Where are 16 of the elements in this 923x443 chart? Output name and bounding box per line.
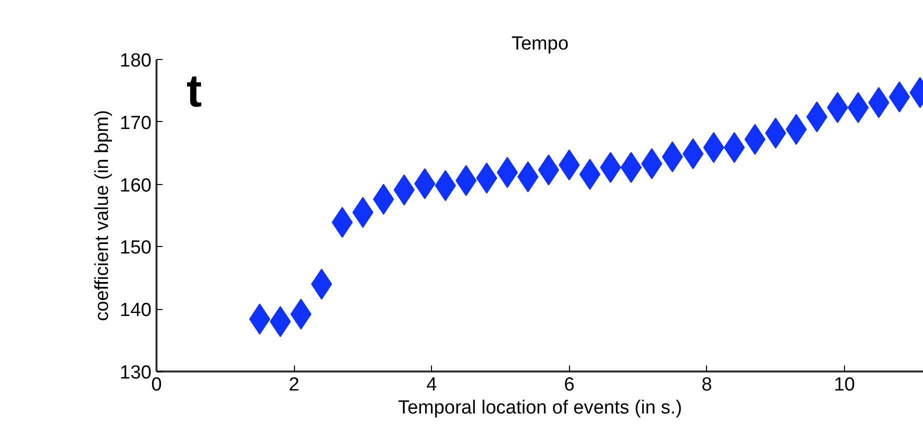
y-tick-label: 150	[120, 238, 152, 259]
annotation: t	[186, 64, 202, 116]
x-tick-label: 2	[288, 374, 300, 396]
y-tick-label: 140	[120, 300, 152, 322]
y-axis-title: coefficient value (in bpm)	[92, 110, 113, 321]
y-tick-label: 180	[120, 50, 152, 72]
y-tick-label: 130	[120, 362, 152, 384]
x-tick-label: 0	[151, 374, 162, 396]
x-axis-title: Temporal location of events (in s.)	[398, 398, 682, 418]
y-tick-label: 170	[120, 112, 152, 134]
x-tick-label: 4	[426, 374, 438, 396]
x-tick-label: 6	[564, 374, 575, 396]
y-tick-label: 160	[120, 175, 152, 196]
x-tick-label: 8	[702, 374, 712, 396]
x-tick-label: 10	[834, 374, 855, 396]
chart-title: Tempo	[511, 34, 569, 54]
